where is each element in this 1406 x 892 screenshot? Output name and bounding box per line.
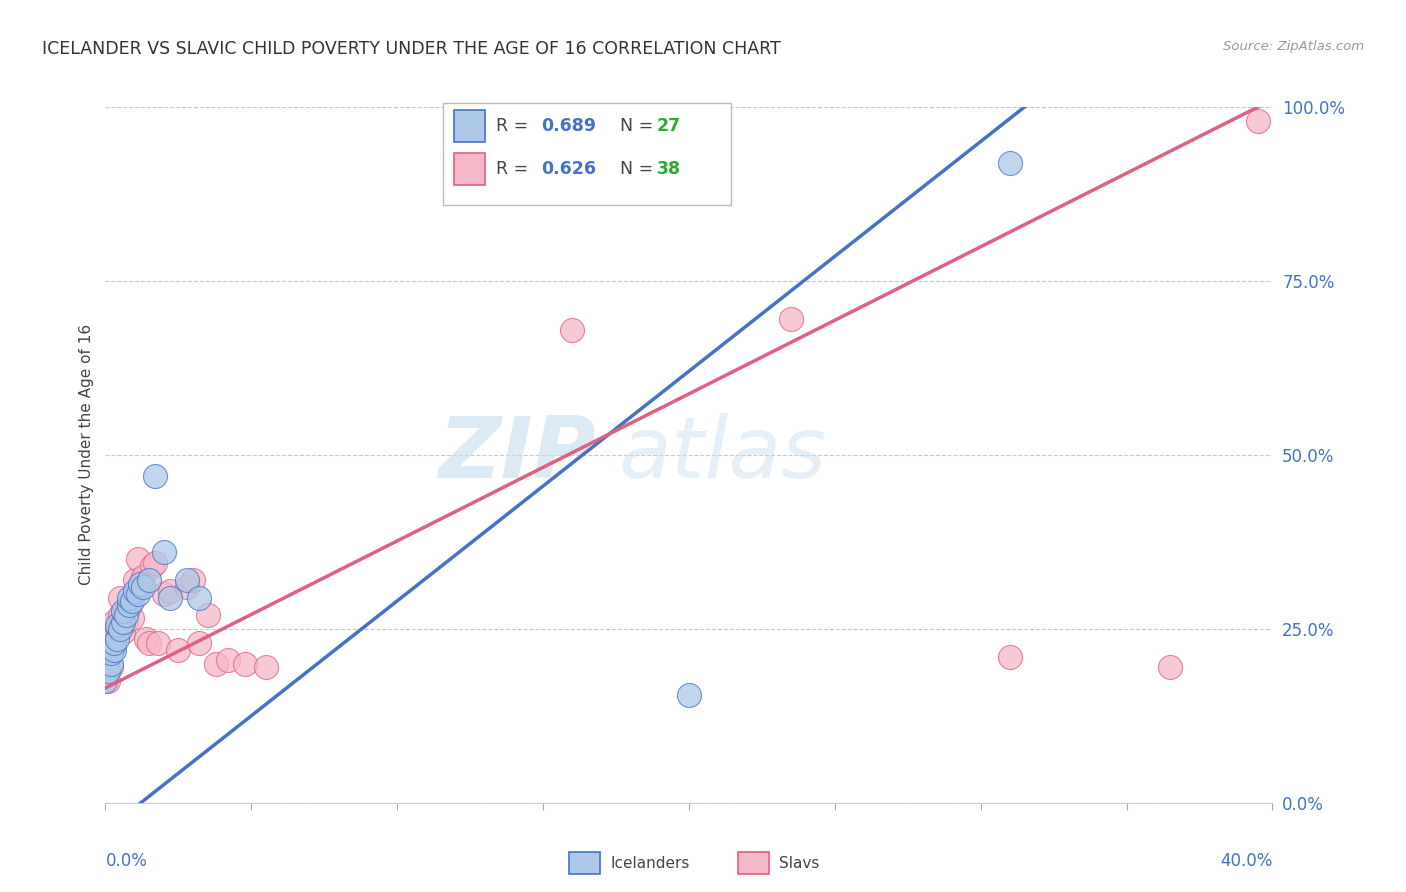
Point bbox=[135, 632, 157, 647]
Point bbox=[678, 688, 700, 702]
Point bbox=[1247, 114, 1270, 128]
Point bbox=[197, 607, 219, 622]
Point bbox=[100, 660, 122, 674]
Point bbox=[159, 591, 181, 605]
Point bbox=[138, 573, 160, 587]
Point bbox=[127, 587, 149, 601]
Point bbox=[141, 559, 163, 574]
Text: R =: R = bbox=[496, 117, 534, 135]
Point bbox=[105, 622, 128, 636]
Text: 38: 38 bbox=[657, 160, 681, 178]
Point bbox=[205, 657, 228, 671]
Text: 0.0%: 0.0% bbox=[105, 852, 148, 870]
Text: ICELANDER VS SLAVIC CHILD POVERTY UNDER THE AGE OF 16 CORRELATION CHART: ICELANDER VS SLAVIC CHILD POVERTY UNDER … bbox=[42, 40, 780, 58]
Point bbox=[998, 155, 1021, 169]
Point bbox=[103, 642, 125, 657]
Text: Slavs: Slavs bbox=[779, 856, 820, 871]
Point bbox=[124, 583, 146, 598]
Point bbox=[561, 323, 583, 337]
Point bbox=[143, 556, 166, 570]
Point bbox=[254, 660, 277, 674]
Y-axis label: Child Poverty Under the Age of 16: Child Poverty Under the Age of 16 bbox=[79, 325, 94, 585]
Point bbox=[105, 632, 128, 647]
Text: ZIP: ZIP bbox=[437, 413, 596, 497]
Point bbox=[115, 605, 138, 619]
Point bbox=[118, 598, 141, 612]
Point bbox=[143, 468, 166, 483]
Text: atlas: atlas bbox=[619, 413, 827, 497]
Point bbox=[108, 622, 131, 636]
Text: 40.0%: 40.0% bbox=[1220, 852, 1272, 870]
Text: Source: ZipAtlas.com: Source: ZipAtlas.com bbox=[1223, 40, 1364, 54]
Point bbox=[108, 591, 131, 605]
Point bbox=[124, 573, 146, 587]
Point bbox=[105, 618, 128, 632]
Text: N =: N = bbox=[620, 160, 659, 178]
Point bbox=[159, 583, 181, 598]
Point bbox=[100, 657, 122, 671]
Point bbox=[187, 591, 209, 605]
Point bbox=[111, 625, 134, 640]
Text: N =: N = bbox=[620, 117, 659, 135]
Point bbox=[129, 580, 152, 594]
Text: Icelanders: Icelanders bbox=[610, 856, 689, 871]
Point bbox=[111, 605, 134, 619]
Point bbox=[235, 657, 257, 671]
Point bbox=[118, 591, 141, 605]
Point bbox=[153, 587, 174, 601]
Point bbox=[138, 636, 160, 650]
Text: 0.689: 0.689 bbox=[541, 117, 596, 135]
Point bbox=[146, 636, 169, 650]
Point bbox=[100, 646, 122, 660]
Point bbox=[167, 642, 190, 657]
Point bbox=[111, 615, 134, 629]
Point bbox=[121, 611, 143, 625]
Point bbox=[181, 573, 204, 587]
Point bbox=[129, 576, 152, 591]
Point bbox=[132, 570, 155, 584]
Point bbox=[97, 664, 120, 678]
Point bbox=[127, 552, 149, 566]
Point bbox=[118, 601, 141, 615]
Text: R =: R = bbox=[496, 160, 534, 178]
Point bbox=[153, 545, 174, 559]
Point bbox=[115, 615, 138, 629]
Point bbox=[217, 653, 239, 667]
Point bbox=[115, 607, 138, 622]
Point bbox=[103, 639, 125, 653]
Point bbox=[780, 312, 803, 326]
Point bbox=[1159, 660, 1181, 674]
Point bbox=[97, 674, 120, 689]
Text: 0.626: 0.626 bbox=[541, 160, 596, 178]
Point bbox=[998, 649, 1021, 664]
Point bbox=[103, 636, 125, 650]
Text: 27: 27 bbox=[657, 117, 681, 135]
Point bbox=[132, 580, 155, 594]
Point bbox=[103, 615, 125, 629]
Point bbox=[108, 607, 131, 622]
Point bbox=[176, 580, 198, 594]
Point bbox=[187, 636, 209, 650]
Point bbox=[121, 594, 143, 608]
Point bbox=[97, 622, 120, 636]
Point bbox=[94, 674, 117, 689]
Point bbox=[176, 573, 198, 587]
